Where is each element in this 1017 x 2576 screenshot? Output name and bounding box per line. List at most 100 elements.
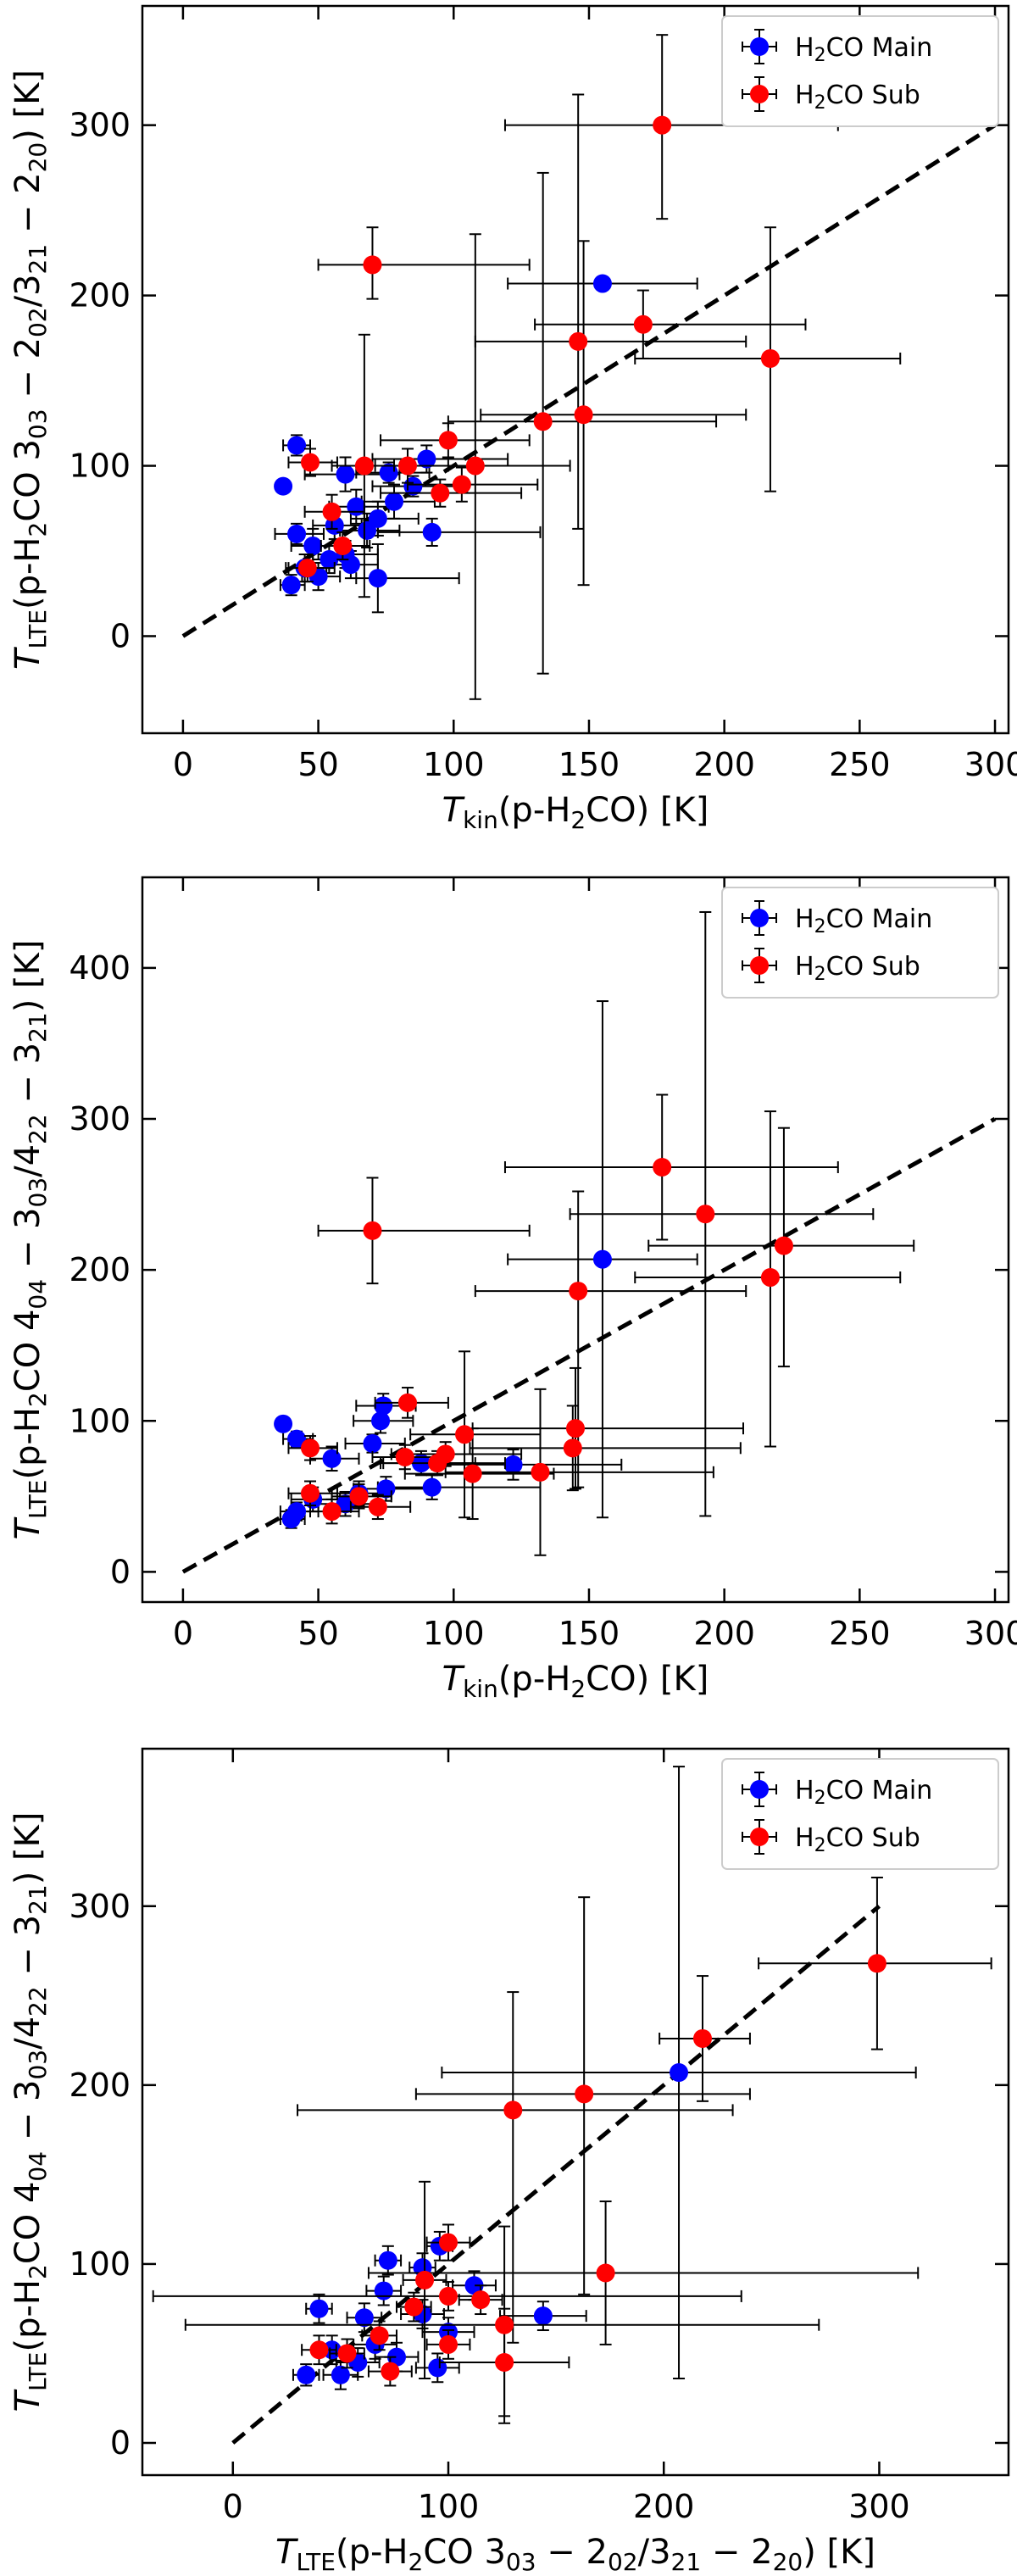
data-point-sub [309,2340,329,2360]
scatter-panel-3: 0 100 200 300 0 100 200 300 TLTE(p-H2CO 303 − 20… [8,1747,1010,2576]
data-point-main [368,569,387,588]
data-point-main [297,2365,316,2384]
data-point-sub [495,2315,514,2334]
x-tick-label: 150 [559,746,620,783]
scatter-panel-2: 0 50 100 150 200 250 300 0 100 200 300 400 Tkin(p-H2… [8,876,1017,1703]
y-tick-label: 400 [69,949,131,987]
x-tick-label: 50 [297,1615,338,1652]
x-axis-label: Tkin(p-H2CO) [K] [442,1660,709,1703]
axes-frame [141,4,1010,735]
legend-label: H2CO Sub [795,1823,920,1856]
data-point-main [385,492,404,511]
x-tick-label: 0 [173,1615,193,1652]
data-point-sub [569,1282,588,1301]
data-point-sub [653,1158,672,1177]
legend-marker [750,1828,769,1846]
data-point-sub [363,255,382,275]
one-to-one-line [231,1904,881,2445]
data-point-sub [297,559,317,578]
legend-item: H2CO Sub [742,948,920,985]
y-tick-label: 200 [69,277,131,314]
x-tick-label: 250 [829,746,891,783]
data-point-sub [397,456,417,476]
data-point-main [422,522,442,542]
legend-marker [750,37,769,56]
data-point-sub [301,1483,320,1503]
data-point-main [358,520,377,540]
data-point-sub [363,1221,382,1240]
legend-label: H2CO Sub [795,952,920,985]
y-tick-label: 0 [110,1553,131,1590]
y-tick-label: 100 [69,2245,131,2283]
legend-marker [750,909,769,927]
y-axis-label: TLTE(p-H2CO 404 − 303/422 − 321) [K] [8,1812,52,2412]
legend-marker [750,85,769,103]
y-tick-label: 100 [69,1402,131,1439]
legend-marker [750,1780,769,1799]
y-tick-label: 300 [69,1888,131,1925]
x-tick-label: 50 [297,746,338,783]
x-tick-label: 100 [418,2488,480,2525]
scatter-panel-1: 0 50 100 150 200 250 300 0 100 200 300 Tkin(p-H2CO)… [8,4,1017,834]
error-bar [361,2320,397,2351]
data-point-sub [760,1268,780,1288]
data-point-sub [774,1236,793,1255]
error-bar [471,1366,745,1490]
data-point-sub [354,456,374,476]
data-point-sub [439,2286,458,2306]
data-point-main [374,1396,393,1416]
x-tick-label: 150 [559,1615,620,1652]
legend: H2CO Main H2CO Sub [721,15,999,127]
data-point-sub [633,314,653,334]
legend: H2CO Main H2CO Sub [721,1758,999,1870]
data-point-main [287,436,307,455]
data-point-sub [301,1438,320,1458]
y-tick-label: 100 [69,448,131,485]
data-point-sub [574,405,593,425]
data-point-sub [397,1393,417,1412]
x-tick-label: 100 [423,1615,485,1652]
x-tick-label: 0 [223,2488,243,2525]
data-point-sub [349,1487,369,1506]
error-bar [474,1190,747,1488]
data-point-sub [431,483,450,503]
data-point-main [287,1429,307,1449]
data-point-main [533,2306,553,2326]
axes-frame [141,1747,1010,2477]
data-point-main [386,2347,406,2367]
data-point-main [371,1411,391,1431]
data-point-main [592,1249,612,1269]
data-point-sub [653,115,672,135]
data-point-sub [503,2100,523,2120]
data-point-sub [395,1448,414,1466]
data-point-main [281,576,301,595]
x-tick-label: 100 [423,746,485,783]
one-to-one-line [181,123,997,638]
data-point-sub [415,2270,435,2289]
legend-box [721,1758,999,1870]
x-tick-label: 250 [829,1615,891,1652]
x-tick-label: 0 [173,746,193,783]
data-point-sub [322,502,342,521]
data-point-sub [563,1438,582,1458]
series-sub [152,1876,992,2424]
legend-label: H2CO Main [795,1776,932,1809]
data-point-sub [439,2334,458,2354]
legend-item: H2CO Sub [742,1819,920,1856]
data-point-main [464,2276,484,2295]
data-point-sub [301,453,320,472]
data-point-main [309,2299,329,2318]
x-tick-label: 200 [633,2488,695,2525]
data-point-sub [337,2344,357,2363]
x-tick-label: 300 [848,2488,910,2525]
y-axis-label-group: TLTE(p-H2CO 303 − 202/321 − 220) [K] [8,70,52,670]
legend-box [721,15,999,127]
data-point-sub [495,2353,514,2373]
data-point-main [341,555,360,575]
series-sub [285,34,902,700]
data-point-sub [381,2362,400,2381]
data-point-main [322,1449,342,1468]
y-tick-label: 0 [110,617,131,654]
legend-item: H2CO Main [742,1772,932,1809]
